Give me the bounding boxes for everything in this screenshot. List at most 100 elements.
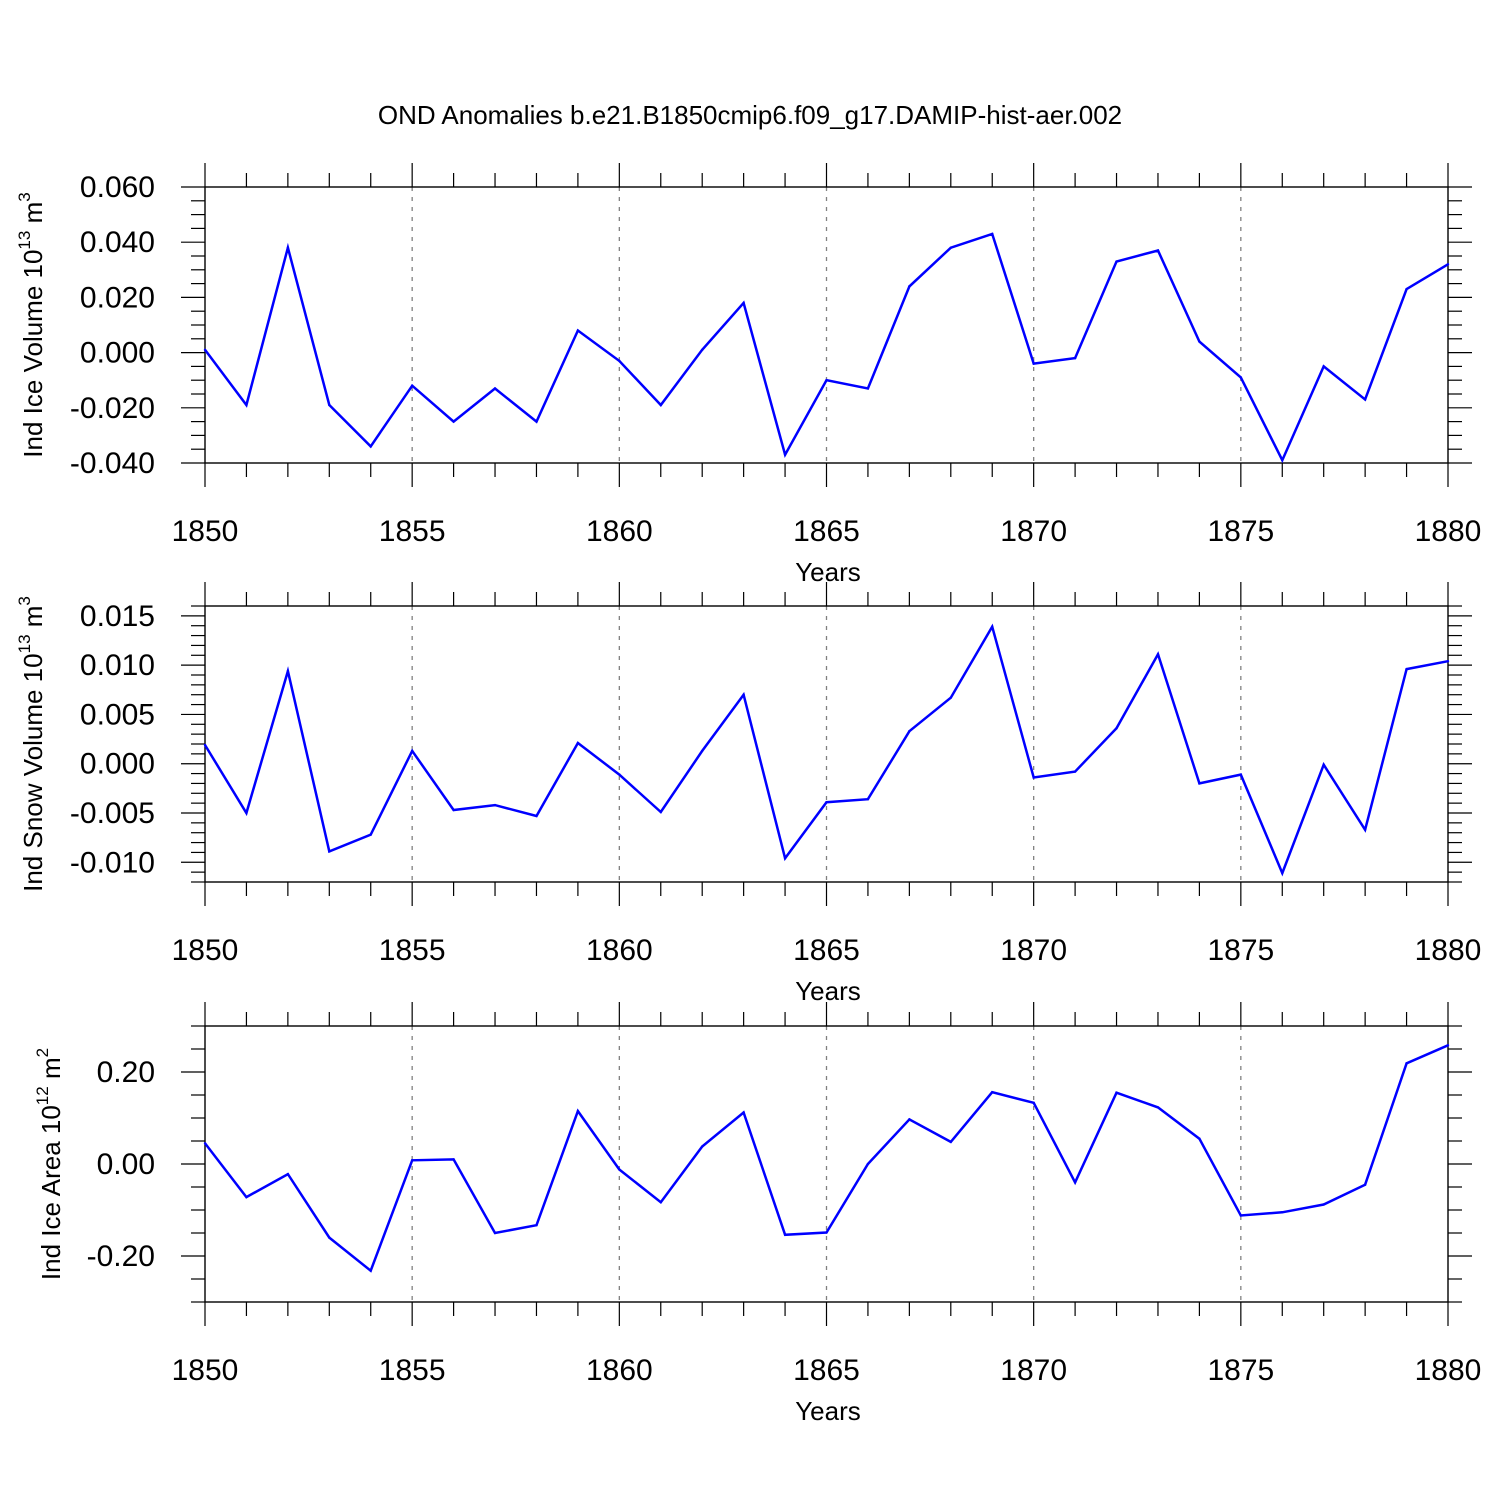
y-tick-label: 0.040 — [80, 226, 155, 259]
y-tick-label: 0.005 — [80, 698, 155, 731]
data-point — [908, 1118, 911, 1121]
data-point — [203, 1142, 207, 1145]
data-point — [908, 729, 911, 733]
x-tick-label: 1875 — [1207, 1354, 1274, 1387]
data-point — [1115, 727, 1118, 730]
y-axis-title-ylabel-unit: m — [36, 1057, 66, 1086]
y-axis-title-ylabel-unit: m — [18, 606, 48, 635]
y-tick-label: 0.20 — [97, 1056, 155, 1089]
data-point — [286, 1172, 290, 1176]
data-point — [410, 1159, 414, 1162]
data-point — [1405, 1062, 1408, 1065]
x-tick-label: 1850 — [172, 1354, 239, 1387]
data-point — [659, 403, 662, 407]
y-axis-title-ylabel-unit-exp: 2 — [33, 1048, 52, 1057]
data-point — [535, 814, 538, 818]
data-point — [369, 1269, 372, 1272]
data-point — [1115, 260, 1118, 263]
x-axis-title: Years — [795, 1396, 861, 1426]
data-point — [1322, 1203, 1325, 1206]
data-point — [286, 246, 290, 249]
x-tick-label: 1880 — [1415, 515, 1482, 548]
data-point — [908, 285, 911, 288]
data-point — [825, 1231, 828, 1234]
data-point — [1032, 776, 1035, 779]
data-point — [452, 420, 455, 423]
panels: 0.060 0.040 0.020 0.000 -0.020 -0.040 1850 1855… — [15, 163, 1481, 1426]
data-point — [1405, 287, 1408, 291]
data-point — [783, 857, 787, 860]
y-axis-title-ylabel-unit-exp: 3 — [15, 192, 34, 201]
data-point — [576, 1109, 580, 1113]
y-axis-title-ylabel: Ind Ice Area 10 — [36, 1105, 66, 1280]
data-point — [576, 329, 580, 332]
y-tick-label: -0.020 — [70, 392, 155, 425]
data-point — [1239, 1214, 1243, 1217]
data-point — [1073, 770, 1077, 773]
data-point — [493, 1231, 497, 1235]
x-tick-label: 1865 — [793, 515, 860, 548]
y-tick-label: -0.010 — [70, 846, 155, 879]
y-axis-title-ylabel: Ind Snow Volume 10 — [18, 653, 48, 892]
data-point — [1073, 1181, 1077, 1184]
data-point — [328, 850, 331, 853]
y-tick-label: -0.20 — [87, 1240, 155, 1273]
y-tick-label: 0.010 — [80, 649, 155, 682]
y-axis-title: Ind Ice Area 1012 m2 — [33, 1048, 66, 1280]
data-point — [203, 348, 207, 352]
x-tick-label: 1855 — [379, 934, 446, 967]
data-point — [1115, 1091, 1118, 1094]
y-axis-title-ylabel-exp: 12 — [33, 1086, 52, 1105]
data-point — [328, 1236, 331, 1239]
x-axis-title: Years — [795, 976, 861, 1006]
data-point — [245, 403, 248, 407]
y-tick-label: 0.000 — [80, 748, 155, 781]
x-tick-label: 1875 — [1207, 515, 1274, 548]
x-tick-label: 1870 — [1000, 1354, 1067, 1387]
panel-1: 0.060 0.040 0.020 0.000 -0.020 -0.040 1850 1855… — [15, 163, 1481, 587]
data-point — [1198, 782, 1201, 785]
x-tick-label: 1850 — [172, 934, 239, 967]
data-point — [866, 387, 870, 390]
data-point — [618, 359, 621, 363]
y-axis-title-ylabel-exp: 13 — [15, 634, 34, 653]
data-point — [742, 1111, 745, 1114]
data-point — [410, 384, 414, 387]
data-point — [369, 445, 372, 448]
data-point — [1363, 828, 1367, 831]
y-axis-title-ylabel-exp: 13 — [15, 231, 34, 250]
data-point — [535, 420, 538, 423]
data-point — [618, 773, 621, 776]
data-point — [866, 798, 870, 801]
y-tick-label: 0.000 — [80, 337, 155, 370]
data-point — [452, 808, 455, 812]
figure-title: OND Anomalies b.e21.B1850cmip6.f09_g17.D… — [378, 100, 1122, 130]
x-tick-label: 1880 — [1415, 934, 1482, 967]
x-tick-label: 1860 — [586, 1354, 653, 1387]
data-point — [618, 1168, 621, 1171]
data-point — [1363, 398, 1367, 401]
x-tick-label: 1880 — [1415, 1354, 1482, 1387]
x-tick-label: 1865 — [793, 934, 860, 967]
data-point — [1446, 660, 1450, 663]
data-point — [286, 669, 290, 673]
y-tick-label: 0.015 — [80, 600, 155, 633]
x-tick-label: 1875 — [1207, 934, 1274, 967]
data-point — [1156, 249, 1160, 252]
data-point — [1032, 1101, 1035, 1105]
data-point — [203, 743, 207, 747]
data-point — [949, 246, 952, 249]
data-point — [328, 403, 331, 407]
data-point — [1239, 376, 1243, 379]
data-point — [493, 803, 497, 807]
data-point — [1281, 1211, 1284, 1214]
data-point — [245, 1195, 248, 1199]
data-point — [1446, 263, 1450, 266]
x-tick-label: 1870 — [1000, 934, 1067, 967]
data-point — [991, 1091, 994, 1094]
data-point — [1156, 1106, 1160, 1109]
data-point — [1198, 340, 1201, 343]
data-point — [1156, 653, 1160, 656]
data-point — [783, 1233, 787, 1237]
